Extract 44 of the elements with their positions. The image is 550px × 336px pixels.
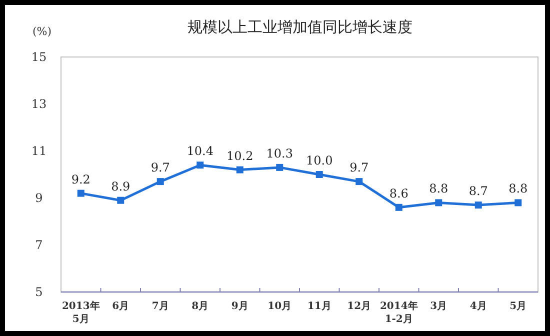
x-tick-label: 2014年 1-2月 xyxy=(380,300,418,325)
data-label: 8.7 xyxy=(468,184,488,198)
point xyxy=(117,196,124,204)
point xyxy=(356,178,363,186)
y-tick-label: 13 xyxy=(31,97,47,111)
point xyxy=(316,171,323,178)
point xyxy=(156,178,164,186)
data-label: 8.8 xyxy=(429,182,448,196)
point xyxy=(276,164,284,171)
chart-title: 规模以上工业增加值同比增长速度 xyxy=(188,19,412,36)
point xyxy=(236,166,244,174)
y-tick-label: 5 xyxy=(35,285,43,299)
x-tick-label: 12月 xyxy=(347,301,372,312)
point xyxy=(395,204,402,211)
data-label: 9.7 xyxy=(350,160,369,175)
x-tick-label: 5月 xyxy=(510,301,527,312)
data-label: 8.9 xyxy=(111,179,130,194)
data-label: 9.2 xyxy=(71,172,90,186)
data-label: 9.7 xyxy=(150,160,170,175)
point xyxy=(196,162,204,169)
data-label: 10.4 xyxy=(186,144,214,158)
point xyxy=(514,199,522,206)
y-axis-title: (%) xyxy=(32,25,52,38)
data-label: 10.3 xyxy=(266,146,293,160)
x-tick-label: 8月 xyxy=(192,301,209,312)
x-tick-label: 9月 xyxy=(231,301,248,312)
x-tick-label: 4月 xyxy=(470,301,487,312)
y-tick-label: 7 xyxy=(35,238,43,252)
x-tick-label: 7月 xyxy=(152,301,169,312)
point xyxy=(77,190,84,197)
x-tick-label: 11月 xyxy=(307,301,332,312)
point xyxy=(474,202,482,209)
point xyxy=(435,199,442,206)
x-tick-label: 10月 xyxy=(268,301,292,312)
x-tick-label: 3月 xyxy=(430,301,448,312)
y-tick-label: 11 xyxy=(31,144,47,158)
y-tick-label: 15 xyxy=(31,50,47,64)
y-tick-label: 9 xyxy=(35,191,43,205)
data-label: 8.6 xyxy=(389,186,408,200)
x-tick-label: 2013年 5月 xyxy=(62,300,100,325)
data-label: 8.8 xyxy=(508,182,528,196)
x-tick-label: 6月 xyxy=(112,301,130,312)
data-label: 10.2 xyxy=(226,148,254,163)
data-label: 10.0 xyxy=(306,154,333,168)
